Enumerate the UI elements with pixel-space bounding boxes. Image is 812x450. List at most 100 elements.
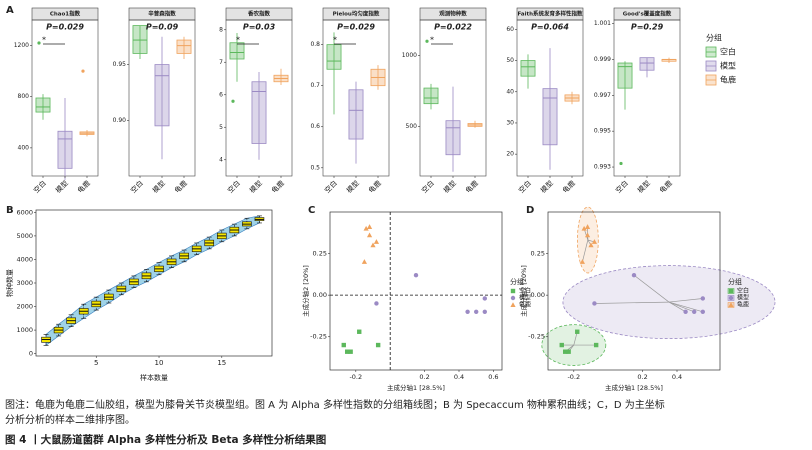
spoke: [573, 331, 578, 346]
x-tick-label: 空白: [614, 178, 630, 194]
point: [366, 232, 373, 238]
spoke: [668, 301, 703, 313]
y-tick-label: 1000: [402, 52, 417, 59]
point: [728, 295, 734, 301]
spoke: [668, 298, 703, 303]
y-tick-label: 400: [18, 144, 30, 151]
legend-label: 龟鹿: [519, 301, 531, 309]
point: [700, 309, 705, 314]
point: [581, 225, 587, 231]
x-tick-label: 龟鹿: [76, 178, 92, 194]
caption-line: 图注：龟鹿为龟鹿二仙胶组，模型为膝骨关节炎模型组。图 A 为 Alpha 多样性…: [5, 398, 665, 411]
box: [132, 25, 148, 54]
annotation: P=0.022: [434, 23, 472, 32]
point: [413, 273, 419, 278]
point: [563, 349, 568, 354]
y-tick-label: 500: [406, 123, 418, 130]
point: [593, 342, 599, 348]
box: [639, 57, 655, 71]
y-tick-label: 0.8: [310, 41, 320, 48]
y-tick-label: 800: [18, 93, 30, 100]
x-tick-label: 空白: [226, 178, 242, 194]
point: [482, 309, 487, 314]
box: [617, 62, 633, 89]
x-tick-label: 模型: [345, 178, 361, 194]
y-tick-label: -0.25: [528, 333, 545, 341]
x-tick-label: 龟鹿: [173, 178, 189, 194]
x-tick-label: 龟鹿: [658, 178, 674, 194]
x-tick-label: 空白: [420, 178, 436, 194]
point: [575, 329, 580, 334]
x-tick-label: 模型: [539, 178, 555, 194]
y-tick-label: 20: [506, 151, 514, 158]
y-tick-label: 2000: [16, 303, 33, 311]
x-tick-label: 0.2: [637, 373, 647, 381]
annotation: P=0.029: [46, 23, 84, 32]
y-tick-label: 0.7: [310, 82, 320, 89]
point: [510, 288, 516, 294]
box: [35, 97, 51, 113]
plot-frame: [613, 19, 681, 177]
point: [510, 295, 516, 301]
x-tick-label: 0.4: [672, 373, 682, 381]
y-tick-label: 6000: [16, 208, 33, 216]
legend-label: 模型: [737, 294, 749, 302]
legend-label: 模型: [519, 294, 531, 302]
y-tick-label: 4: [219, 156, 223, 163]
legend-label: 龟鹿: [720, 75, 736, 85]
panel-title: Faith系统发育多样性指数: [517, 10, 583, 18]
y-tick-label: 0: [29, 350, 33, 358]
box: [251, 81, 267, 144]
significance: *: [236, 36, 240, 45]
box: [423, 87, 439, 105]
panel-label: D: [526, 205, 534, 216]
y-tick-label: 1000: [16, 326, 33, 334]
y-tick-label: 0.90: [113, 117, 127, 124]
box: [154, 64, 170, 127]
y-tick-label: 0.00: [313, 291, 327, 299]
significance: *: [333, 36, 337, 45]
x-tick-label: -0.2: [567, 373, 580, 381]
annotation: P=0.09: [146, 23, 179, 32]
y-tick-label: 1.001: [594, 20, 611, 27]
box: [520, 60, 536, 77]
point: [584, 232, 591, 238]
x-tick-label: -0.2: [349, 373, 362, 381]
spoke: [668, 301, 695, 313]
spoke: [594, 301, 669, 304]
point: [588, 242, 594, 248]
point: [482, 296, 487, 301]
legend-label: 龟鹿: [737, 301, 749, 309]
outlier: [37, 41, 41, 45]
point: [728, 288, 734, 294]
panel-title: 香农指数: [248, 10, 271, 18]
box: [326, 44, 342, 70]
legend-label: 空白: [519, 287, 531, 295]
panel-title: Good's覆盖度指数: [623, 10, 672, 18]
x-tick-label: 龟鹿: [367, 178, 383, 194]
y-tick-label: 30: [506, 119, 514, 126]
y-tick-label: 50: [506, 57, 514, 64]
annotation: P=0.29: [631, 23, 664, 32]
box: [542, 88, 558, 146]
outlier: [231, 99, 235, 103]
y-tick-label: 0.993: [594, 164, 611, 171]
point: [559, 342, 564, 348]
y-tick-label: 1200: [14, 42, 29, 49]
x-tick-label: 龟鹿: [561, 178, 577, 194]
y-axis-label: 主成分轴2 [20%]: [519, 265, 528, 317]
x-tick-label: 0.2: [419, 373, 429, 381]
point: [728, 302, 734, 307]
y-tick-label: 0.00: [531, 291, 545, 299]
outlier: [619, 161, 623, 166]
x-tick-label: 龟鹿: [270, 178, 286, 194]
x-tick-label: 0.6: [488, 373, 498, 381]
y-tick-label: 5000: [16, 232, 33, 240]
point: [366, 224, 373, 229]
panel-label: B: [6, 205, 14, 216]
y-tick-label: 5: [219, 124, 223, 131]
point: [474, 309, 479, 314]
x-tick-label: 模型: [248, 178, 264, 194]
plot-frame: [547, 211, 721, 371]
